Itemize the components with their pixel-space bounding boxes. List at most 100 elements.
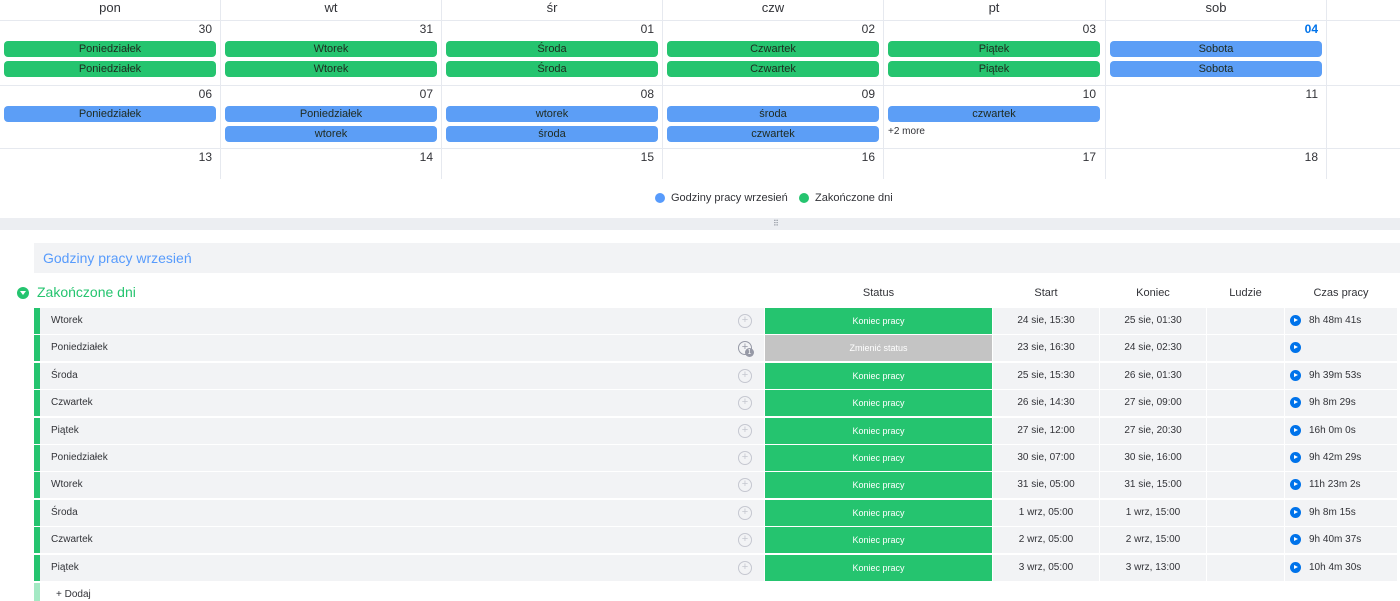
calendar-event[interactable]: środa [667, 106, 879, 122]
time-tracking-cell[interactable] [1285, 335, 1397, 362]
item-name-cell[interactable]: Czwartek [40, 390, 764, 417]
calendar-event[interactable]: środa [446, 125, 658, 142]
drag-handle-icon[interactable]: ⠿ [773, 219, 780, 228]
group-header-godziny[interactable] [34, 243, 1400, 273]
table-row[interactable]: Piątek + Koniec pracy 27 sie, 12:00 27 sie, … [34, 417, 1400, 444]
item-name[interactable]: Czwartek [51, 534, 93, 546]
calendar-event[interactable]: Poniedziałek [4, 106, 216, 122]
status-label[interactable]: Zmienić status [765, 335, 992, 362]
play-icon[interactable] [1290, 424, 1301, 436]
calendar-event[interactable]: Wtorek [225, 60, 437, 77]
more-events-link[interactable]: +2 more [888, 126, 925, 137]
start-date-cell[interactable]: 30 sie, 07:00 [993, 445, 1099, 471]
column-header-people[interactable]: Ludzie [1229, 287, 1262, 299]
calendar-event[interactable]: wtorek [446, 106, 658, 122]
collapse-group-icon[interactable] [17, 287, 29, 299]
end-date-cell[interactable]: 3 wrz, 13:00 [1100, 554, 1206, 581]
status-label[interactable]: Koniec pracy [765, 417, 992, 444]
table-row[interactable]: Czwartek + Koniec pracy 2 wrz, 05:00 2 wrz, … [34, 527, 1400, 554]
start-date-cell[interactable]: 24 sie, 15:30 [993, 308, 1099, 334]
time-tracking-cell[interactable] [1285, 417, 1397, 444]
table-row[interactable]: Czwartek + Koniec pracy 26 sie, 14:30 27 sie… [34, 390, 1400, 417]
add-update-icon[interactable]: + [738, 533, 752, 548]
end-date-cell[interactable]: 25 sie, 01:30 [1100, 308, 1206, 334]
time-tracking-cell[interactable] [1285, 472, 1397, 499]
item-name[interactable]: Środa [51, 369, 78, 381]
start-date-cell[interactable]: 3 wrz, 05:00 [993, 554, 1099, 581]
start-date-cell[interactable]: 31 sie, 05:00 [993, 472, 1099, 499]
end-date-cell[interactable]: 26 sie, 01:30 [1100, 362, 1206, 389]
item-name[interactable]: Poniedziałek [51, 342, 108, 354]
item-name-cell[interactable]: Czwartek [40, 527, 764, 554]
item-name-cell[interactable]: Wtorek [40, 472, 764, 499]
column-header-end[interactable]: Koniec [1136, 287, 1170, 299]
time-tracking-cell[interactable] [1285, 445, 1397, 471]
play-icon[interactable] [1290, 479, 1301, 491]
end-date-cell[interactable]: 2 wrz, 15:00 [1100, 527, 1206, 554]
add-update-icon[interactable]: + [738, 560, 752, 575]
add-update-icon[interactable]: + [738, 505, 752, 520]
people-cell[interactable] [1207, 308, 1284, 334]
table-row[interactable]: Poniedziałek + Koniec pracy 30 sie, 07:00 30… [34, 445, 1400, 471]
item-name[interactable]: Piątek [51, 561, 79, 573]
calendar-event[interactable]: Sobota [1110, 41, 1322, 57]
calendar-event[interactable]: Sobota [1110, 60, 1322, 77]
table-row[interactable]: Wtorek + Koniec pracy 31 sie, 05:00 31 sie, … [34, 472, 1400, 499]
calendar-event[interactable]: Czwartek [667, 60, 879, 77]
add-update-icon[interactable]: + [738, 314, 752, 328]
item-name[interactable]: Czwartek [51, 397, 93, 409]
people-cell[interactable] [1207, 335, 1284, 362]
item-name[interactable]: Środa [51, 506, 78, 518]
calendar-event[interactable]: czwartek [667, 125, 879, 142]
play-icon[interactable] [1290, 561, 1301, 573]
status-label[interactable]: Koniec pracy [765, 499, 992, 526]
start-date-cell[interactable]: 26 sie, 14:30 [993, 390, 1099, 417]
item-name-cell[interactable]: Piątek [40, 417, 764, 444]
calendar-event[interactable]: Czwartek [667, 41, 879, 57]
column-header-status[interactable]: Status [862, 287, 895, 299]
table-row[interactable]: Poniedziałek +1 Zmienić status 23 sie, 16:3… [34, 335, 1400, 362]
item-name[interactable]: Wtorek [51, 315, 83, 326]
status-label[interactable]: Koniec pracy [765, 472, 992, 499]
calendar-event[interactable]: Piątek [888, 41, 1100, 57]
people-cell[interactable] [1207, 472, 1284, 499]
item-name-cell[interactable]: Wtorek [40, 308, 764, 334]
calendar-event[interactable]: Środa [446, 60, 658, 77]
add-update-icon[interactable]: + [738, 368, 752, 383]
calendar-event[interactable]: Poniedziałek [4, 41, 216, 57]
people-cell[interactable] [1207, 499, 1284, 526]
start-date-cell[interactable]: 25 sie, 15:30 [993, 362, 1099, 389]
people-cell[interactable] [1207, 527, 1284, 554]
item-name[interactable]: Poniedziałek [51, 452, 108, 463]
add-update-icon[interactable]: + [738, 451, 752, 465]
start-date-cell[interactable]: 23 sie, 16:30 [993, 335, 1099, 362]
column-header-start[interactable]: Start [1034, 287, 1058, 299]
time-tracking-cell[interactable] [1285, 362, 1397, 389]
status-label[interactable]: Koniec pracy [765, 308, 992, 334]
people-cell[interactable] [1207, 362, 1284, 389]
table-row[interactable]: Wtorek + Koniec pracy 24 sie, 15:30 25 sie, … [34, 308, 1400, 334]
status-label[interactable]: Koniec pracy [765, 554, 992, 581]
end-date-cell[interactable]: 27 sie, 20:30 [1100, 417, 1206, 444]
add-update-icon[interactable]: + [738, 423, 752, 438]
legend-item-godziny[interactable]: Godziny pracy wrzesień [655, 190, 788, 206]
end-date-cell[interactable]: 1 wrz, 15:00 [1100, 499, 1206, 526]
item-name-cell[interactable]: Poniedziałek [40, 445, 764, 471]
add-update-icon[interactable]: + [738, 478, 752, 493]
end-date-cell[interactable]: 27 sie, 09:00 [1100, 390, 1206, 417]
play-icon[interactable] [1290, 397, 1301, 409]
time-tracking-cell[interactable] [1285, 308, 1397, 334]
table-row[interactable]: Środa + Koniec pracy 25 sie, 15:30 26 sie, 0… [34, 362, 1400, 389]
item-name-cell[interactable]: Środa [40, 499, 764, 526]
calendar-event[interactable]: czwartek [888, 106, 1100, 122]
time-tracking-cell[interactable] [1285, 527, 1397, 554]
panel-splitter[interactable]: ⠿ [0, 218, 1400, 230]
status-label[interactable]: Koniec pracy [765, 445, 992, 471]
end-date-cell[interactable]: 24 sie, 02:30 [1100, 335, 1206, 362]
calendar-event[interactable]: Środa [446, 41, 658, 57]
calendar-event[interactable]: wtorek [225, 125, 437, 142]
play-icon[interactable] [1290, 506, 1301, 518]
time-tracking-cell[interactable] [1285, 390, 1397, 417]
add-item-button[interactable]: + Dodaj [56, 589, 91, 600]
item-name-cell[interactable]: Środa [40, 362, 764, 389]
